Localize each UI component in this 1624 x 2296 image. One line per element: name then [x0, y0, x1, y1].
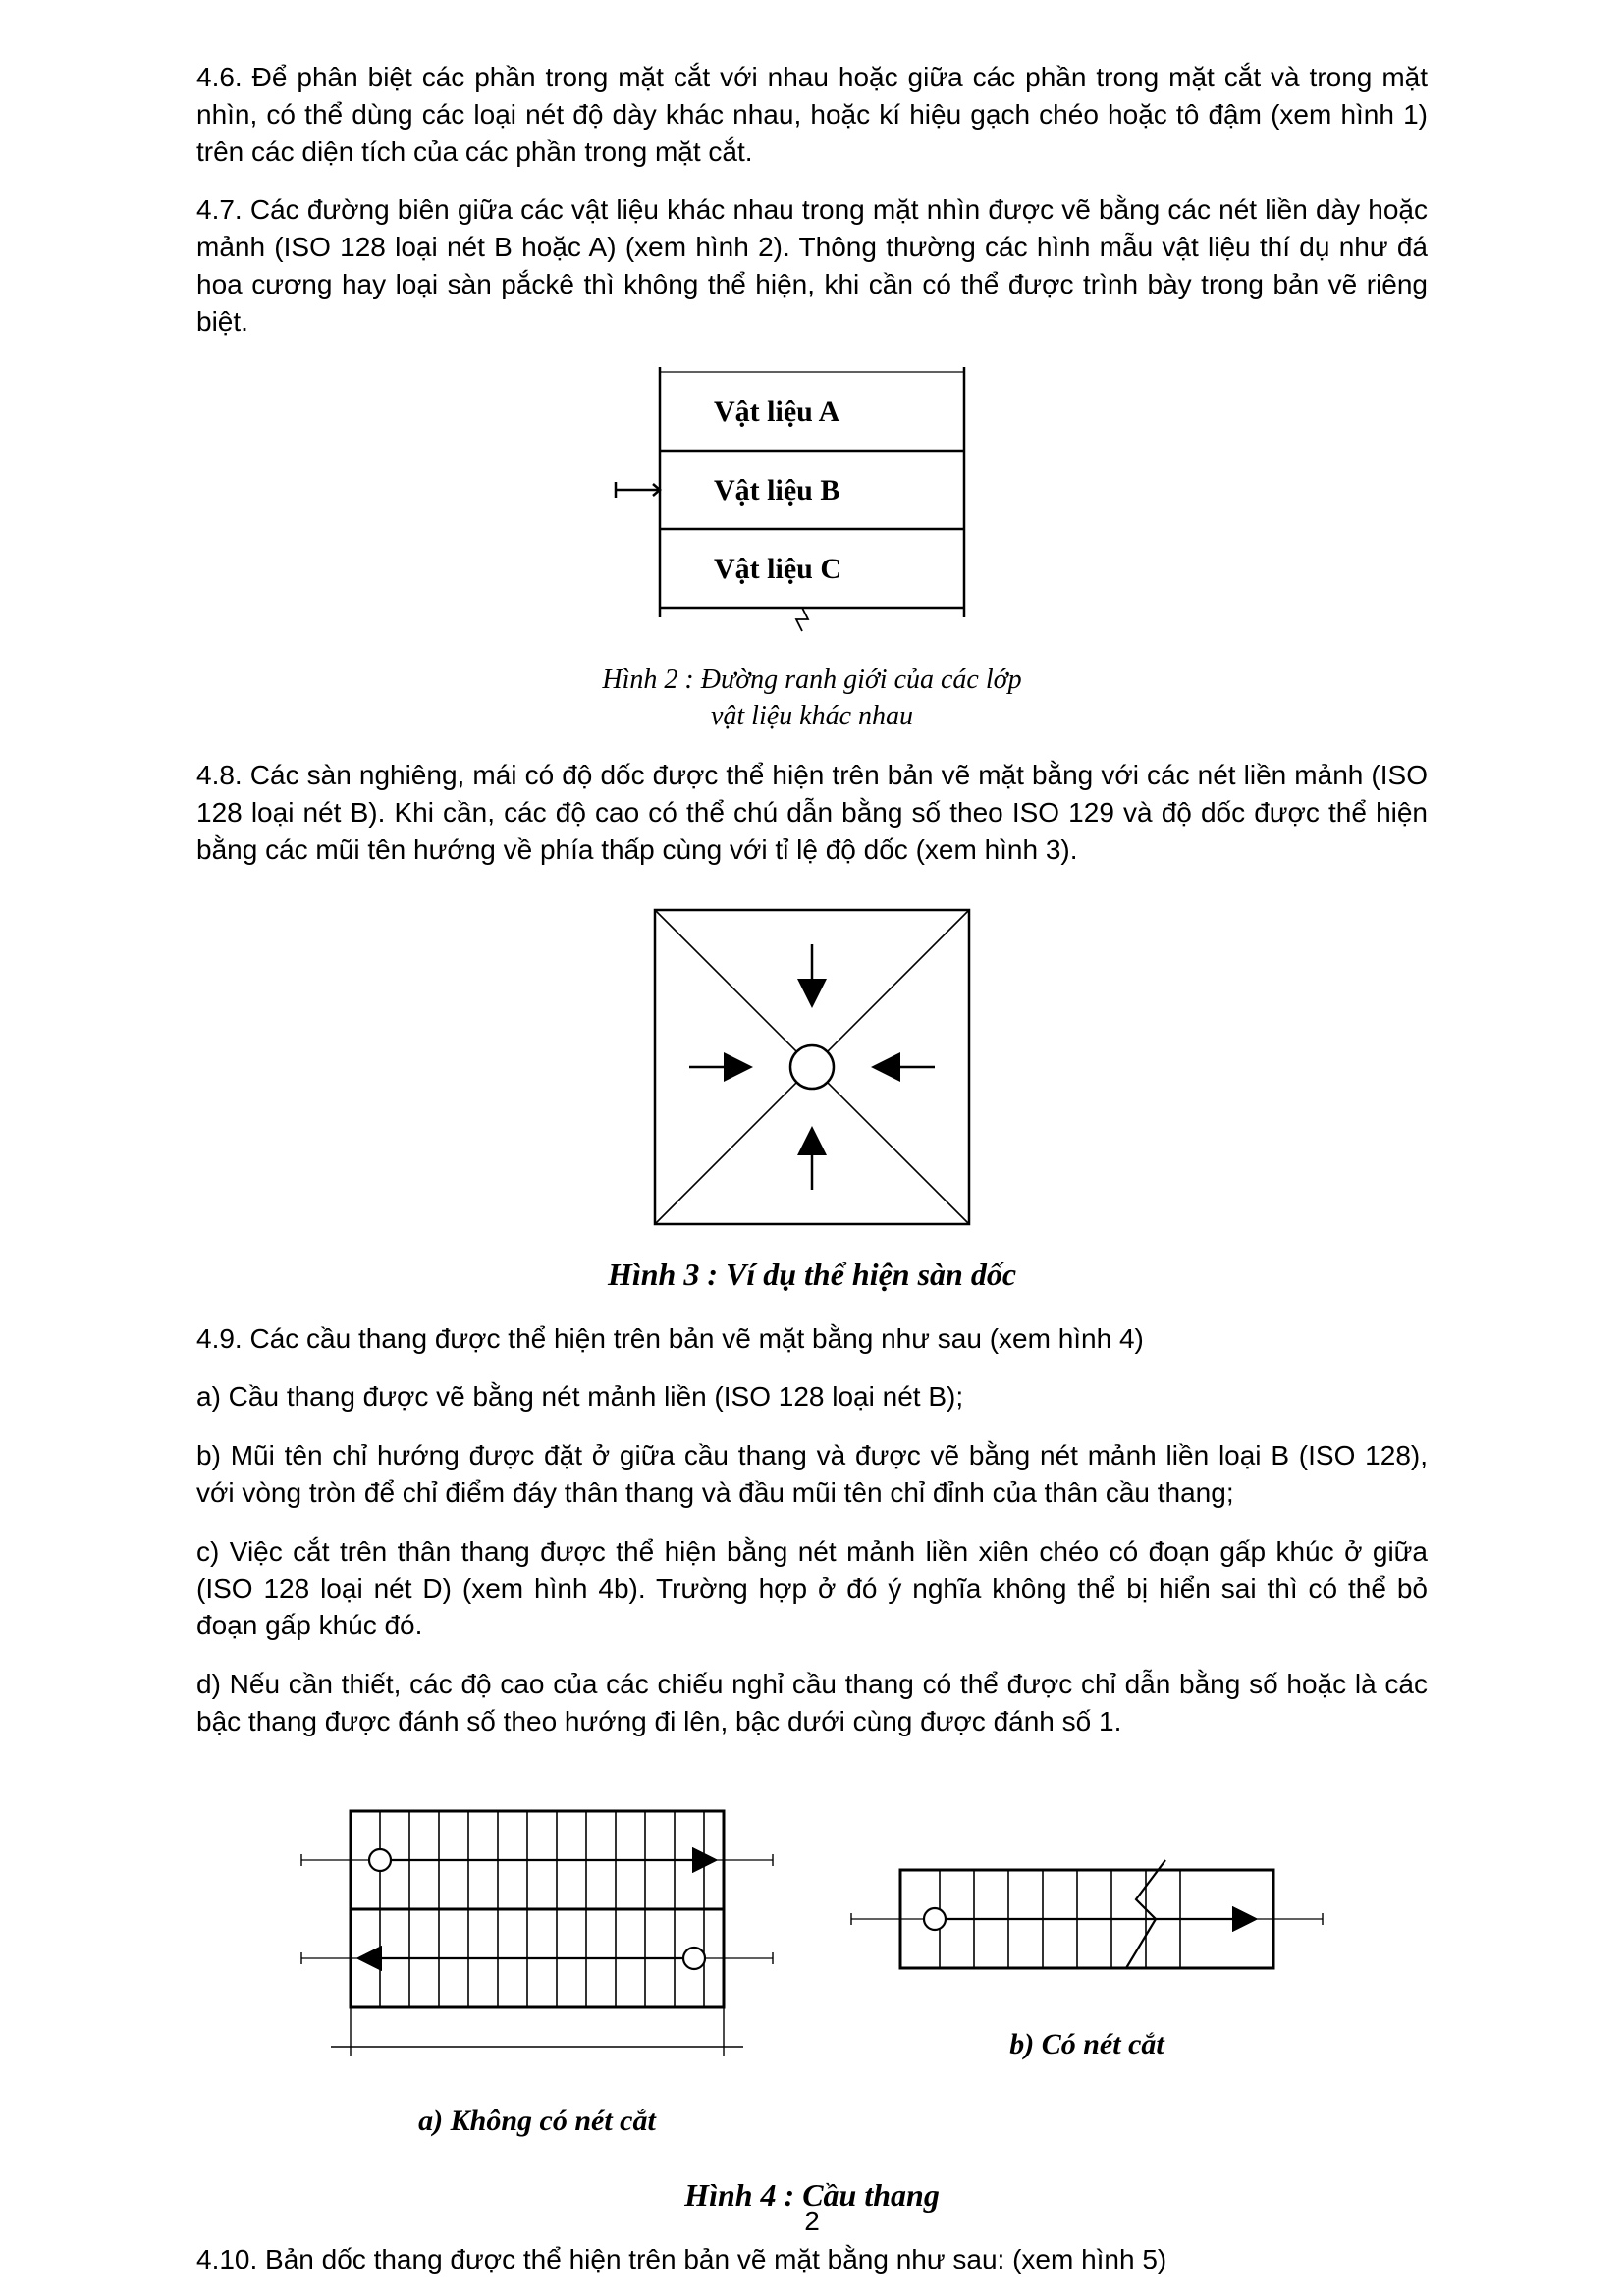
- fig2-label-b: Vật liệu B: [714, 474, 839, 507]
- para-4-6: 4.6. Để phân biệt các phần trong mặt cắt…: [196, 59, 1428, 170]
- figure-2: Vật liệu A Vật liệu B Vật liệu C Hình 2 …: [196, 362, 1428, 736]
- fig2-label-c: Vật liệu C: [714, 553, 841, 585]
- para-4-10: 4.10. Bản dốc thang được thể hiện trên b…: [196, 2241, 1428, 2278]
- page: 4.6. Để phân biệt các phần trong mặt cắt…: [0, 0, 1624, 2296]
- figure-2-svg: Vật liệu A Vật liệu B Vật liệu C: [606, 362, 1018, 647]
- figure-4a-caption: a) Không có nét cắt: [292, 2105, 783, 2138]
- figure-3: Hình 3 : Ví dụ thể hiện sàn dốc: [196, 890, 1428, 1293]
- figure-4a-svg: [292, 1762, 783, 2076]
- para-4-9d: d) Nếu cần thiết, các độ cao của các chi…: [196, 1666, 1428, 1740]
- fig2-label-a: Vật liệu A: [714, 396, 840, 428]
- page-number: 2: [0, 2206, 1624, 2237]
- figure-4b-caption: b) Có nét cắt: [841, 2028, 1332, 2061]
- figure-4b-svg: [841, 1801, 1332, 2017]
- figure-3-svg: [635, 890, 989, 1244]
- para-4-7: 4.7. Các đường biên giữa các vật liệu kh…: [196, 191, 1428, 340]
- figure-4b: b) Có nét cắt: [841, 1762, 1332, 2061]
- para-4-9a: a) Cầu thang được vẽ bằng nét mảnh liền …: [196, 1378, 1428, 1415]
- para-4-8: 4.8. Các sàn nghiêng, mái có độ dốc được…: [196, 757, 1428, 868]
- figure-2-caption: Hình 2 : Đường ranh giới của các lớp vật…: [557, 662, 1067, 736]
- figure-2-caption-line2: vật liệu khác nhau: [711, 701, 913, 731]
- figure-3-caption: Hình 3 : Ví dụ thể hiện sàn dốc: [196, 1256, 1428, 1293]
- figure-4: a) Không có nét cắt: [196, 1762, 1428, 2138]
- para-4-9b: b) Mũi tên chỉ hướng được đặt ở giữa cầu…: [196, 1437, 1428, 1512]
- figure-2-caption-line1: Hình 2 : Đường ranh giới của các lớp: [602, 665, 1021, 695]
- para-4-9: 4.9. Các cầu thang được thể hiện trên bả…: [196, 1320, 1428, 1358]
- figure-4a: a) Không có nét cắt: [292, 1762, 783, 2138]
- para-4-9c: c) Việc cắt trên thân thang được thể hiệ…: [196, 1533, 1428, 1644]
